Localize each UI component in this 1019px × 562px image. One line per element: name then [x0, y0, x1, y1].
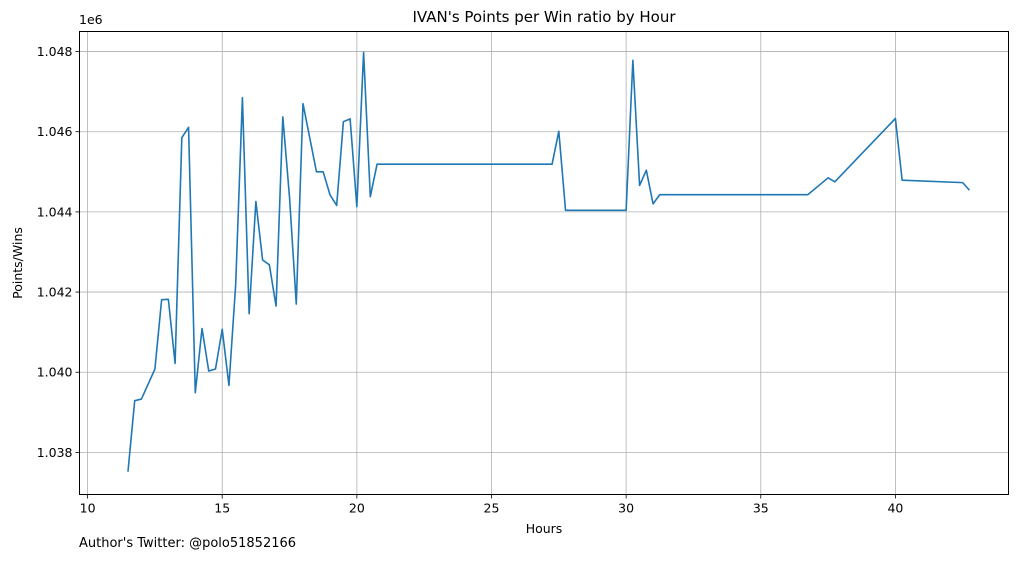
- y-offset-label: 1e6: [79, 12, 103, 27]
- x-tick-label: 20: [349, 501, 365, 516]
- y-tick-label: 1.040: [37, 365, 73, 380]
- x-tick-label: 15: [214, 501, 230, 516]
- author-footer: Author's Twitter: @polo51852166: [79, 536, 297, 551]
- x-tick-label: 35: [753, 501, 769, 516]
- y-tick-label: 1.048: [37, 44, 73, 59]
- x-tick-label: 30: [618, 501, 634, 516]
- grid-lines: [79, 31, 1009, 495]
- y-axis: 1.038 1.040 1.042 1.044 1.046 1.048: [37, 44, 80, 460]
- x-axis: 10 15 20 25 30 35 40: [80, 494, 903, 516]
- x-tick-label: 40: [887, 501, 903, 516]
- series-layer: [127, 51, 971, 472]
- y-axis-label: Points/Wins: [10, 227, 25, 299]
- y-tick-label: 1.046: [37, 124, 73, 139]
- plot-frame: [79, 31, 1009, 495]
- y-tick-label: 1.038: [37, 445, 73, 460]
- x-tick-label: 10: [80, 501, 96, 516]
- y-tick-label: 1.044: [37, 204, 73, 219]
- chart-title: IVAN's Points per Win ratio by Hour: [412, 8, 676, 26]
- series-line-0: [127, 51, 971, 472]
- x-tick-label: 25: [484, 501, 500, 516]
- y-tick-label: 1.042: [37, 285, 73, 300]
- x-axis-label: Hours: [526, 521, 563, 536]
